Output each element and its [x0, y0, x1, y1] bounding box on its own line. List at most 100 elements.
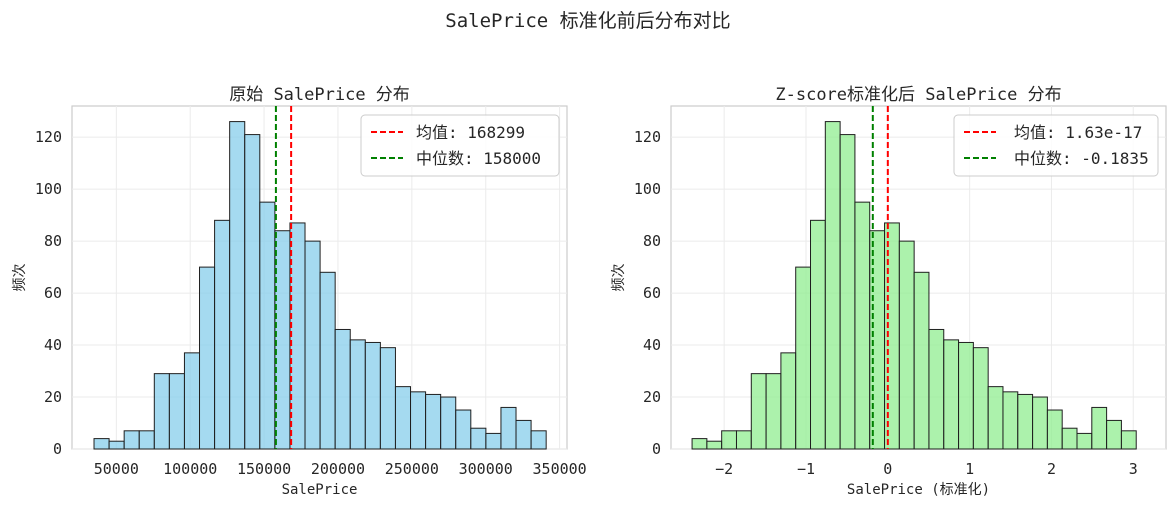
histogram-bar: [943, 339, 960, 450]
figure-suptitle: SalePrice 标准化前后分布对比: [445, 10, 730, 32]
legend: 均值: 168299 中位数: 158000: [360, 114, 560, 177]
histogram-bar: [394, 386, 412, 450]
histogram-bar: [1032, 396, 1048, 450]
reference-lines: [871, 106, 889, 449]
x-tick-label: 100000: [163, 460, 217, 478]
histogram-original: 0 20 40 60 80 100 120 50000 100000 150000 200000 25…: [12, 85, 587, 498]
histogram-bar: [334, 328, 351, 450]
histogram-bar: [1017, 393, 1034, 450]
histogram-bar: [229, 121, 246, 450]
x-axis-label: SalePrice (标准化): [847, 482, 990, 498]
histogram-bar: [750, 373, 767, 450]
histogram-bar: [530, 430, 547, 450]
histogram-bar: [455, 409, 472, 450]
histogram-bar: [691, 438, 708, 450]
y-tick-label: 0: [53, 440, 62, 458]
histogram-standardized: 0 20 40 60 80 100 120 −2 −1 0 1 2 3 Z-score标准化后 Sale…: [611, 85, 1167, 498]
histogram-bar: [1106, 419, 1122, 450]
legend: 均值: 1.63e-17 中位数: -0.1835: [953, 114, 1159, 177]
histogram-bar: [379, 347, 396, 450]
axes-title: 原始 SalePrice 分布: [229, 85, 410, 105]
legend-median-label: 中位数: 158000: [416, 149, 541, 168]
y-tick-label: 80: [44, 232, 62, 250]
histogram-bar: [898, 240, 915, 450]
legend-box: [360, 114, 560, 177]
histogram-bar: [274, 230, 291, 450]
histogram-bar: [425, 393, 442, 450]
histogram-bar: [765, 373, 782, 450]
y-tick-label: 20: [44, 388, 62, 406]
y-tick-label: 100: [634, 180, 661, 198]
legend-mean-label: 均值: 1.63e-17: [1014, 123, 1142, 142]
histogram-bar: [824, 121, 841, 450]
histogram-bar: [972, 347, 989, 450]
histogram-bar: [153, 373, 170, 450]
histogram-bar: [780, 352, 797, 450]
x-tick-label: 2: [1047, 460, 1056, 478]
y-tick-label: 40: [643, 336, 661, 354]
histogram-bar: [214, 219, 231, 450]
legend-median-label: 中位数: -0.1835: [1014, 149, 1149, 168]
x-tick-label: 3: [1129, 460, 1138, 478]
histogram-bar: [319, 271, 336, 450]
y-tick-label: 20: [643, 388, 661, 406]
x-tick-label: 250000: [385, 460, 439, 478]
y-tick-label: 100: [35, 180, 62, 198]
histogram-bar: [958, 341, 974, 450]
tick-labels: 0 20 40 60 80 100 120 50000 100000 150000 200000 25…: [35, 128, 587, 478]
histogram-bar: [706, 440, 723, 450]
x-tick-label: 50000: [94, 460, 139, 478]
histogram-bar: [854, 201, 871, 450]
histogram-bar: [884, 222, 900, 450]
y-tick-label: 120: [634, 128, 661, 146]
histogram-bar: [721, 430, 737, 450]
histogram-bar: [515, 419, 532, 450]
histogram-bar: [485, 432, 502, 450]
histogram-bar: [440, 396, 457, 450]
y-tick-label: 80: [643, 232, 661, 250]
histogram-bar: [839, 134, 856, 450]
y-tick-label: 60: [643, 284, 661, 302]
histogram-bar: [987, 386, 1004, 450]
histogram-bar: [500, 406, 517, 450]
y-tick-label: 120: [35, 128, 62, 146]
histogram-bar: [304, 240, 321, 450]
x-tick-label: 150000: [237, 460, 291, 478]
histogram-bar: [470, 427, 487, 450]
histogram-bar: [1076, 432, 1093, 450]
y-tick-label: 40: [44, 336, 62, 354]
y-axis-label: 频次: [611, 264, 627, 292]
histogram-bar: [289, 222, 306, 450]
histogram-bar: [913, 271, 930, 450]
histogram-bar: [1002, 391, 1019, 450]
y-tick-label: 60: [44, 284, 62, 302]
histogram-bar: [123, 430, 140, 450]
histogram-bar: [1046, 409, 1063, 450]
histogram-bar: [735, 430, 752, 450]
histogram-bar: [259, 201, 276, 450]
histogram-bar: [349, 339, 366, 450]
y-axis-label: 频次: [12, 264, 28, 292]
reference-lines: [274, 106, 293, 449]
x-tick-label: 300000: [459, 460, 513, 478]
histogram-bar: [199, 266, 216, 450]
axes-title: Z-score标准化后 SalePrice 分布: [775, 85, 1061, 105]
histogram-bar: [1120, 430, 1137, 450]
x-tick-label: 200000: [311, 460, 365, 478]
histogram-bar: [928, 328, 945, 450]
histogram-bar: [810, 219, 826, 450]
histogram-bar: [1091, 406, 1108, 450]
histogram-bar: [364, 341, 381, 450]
legend-mean-label: 均值: 168299: [416, 123, 525, 142]
x-tick-label: 0: [883, 460, 892, 478]
legend-box: [953, 114, 1159, 177]
histogram-bar: [1061, 427, 1078, 450]
histogram-bar: [138, 430, 155, 450]
x-tick-label: 1: [965, 460, 974, 478]
x-tick-label: −2: [715, 460, 733, 478]
x-tick-label: 350000: [533, 460, 587, 478]
histogram-bar: [93, 438, 110, 450]
x-axis-label: SalePrice: [282, 482, 358, 498]
histogram-bar: [244, 134, 261, 450]
